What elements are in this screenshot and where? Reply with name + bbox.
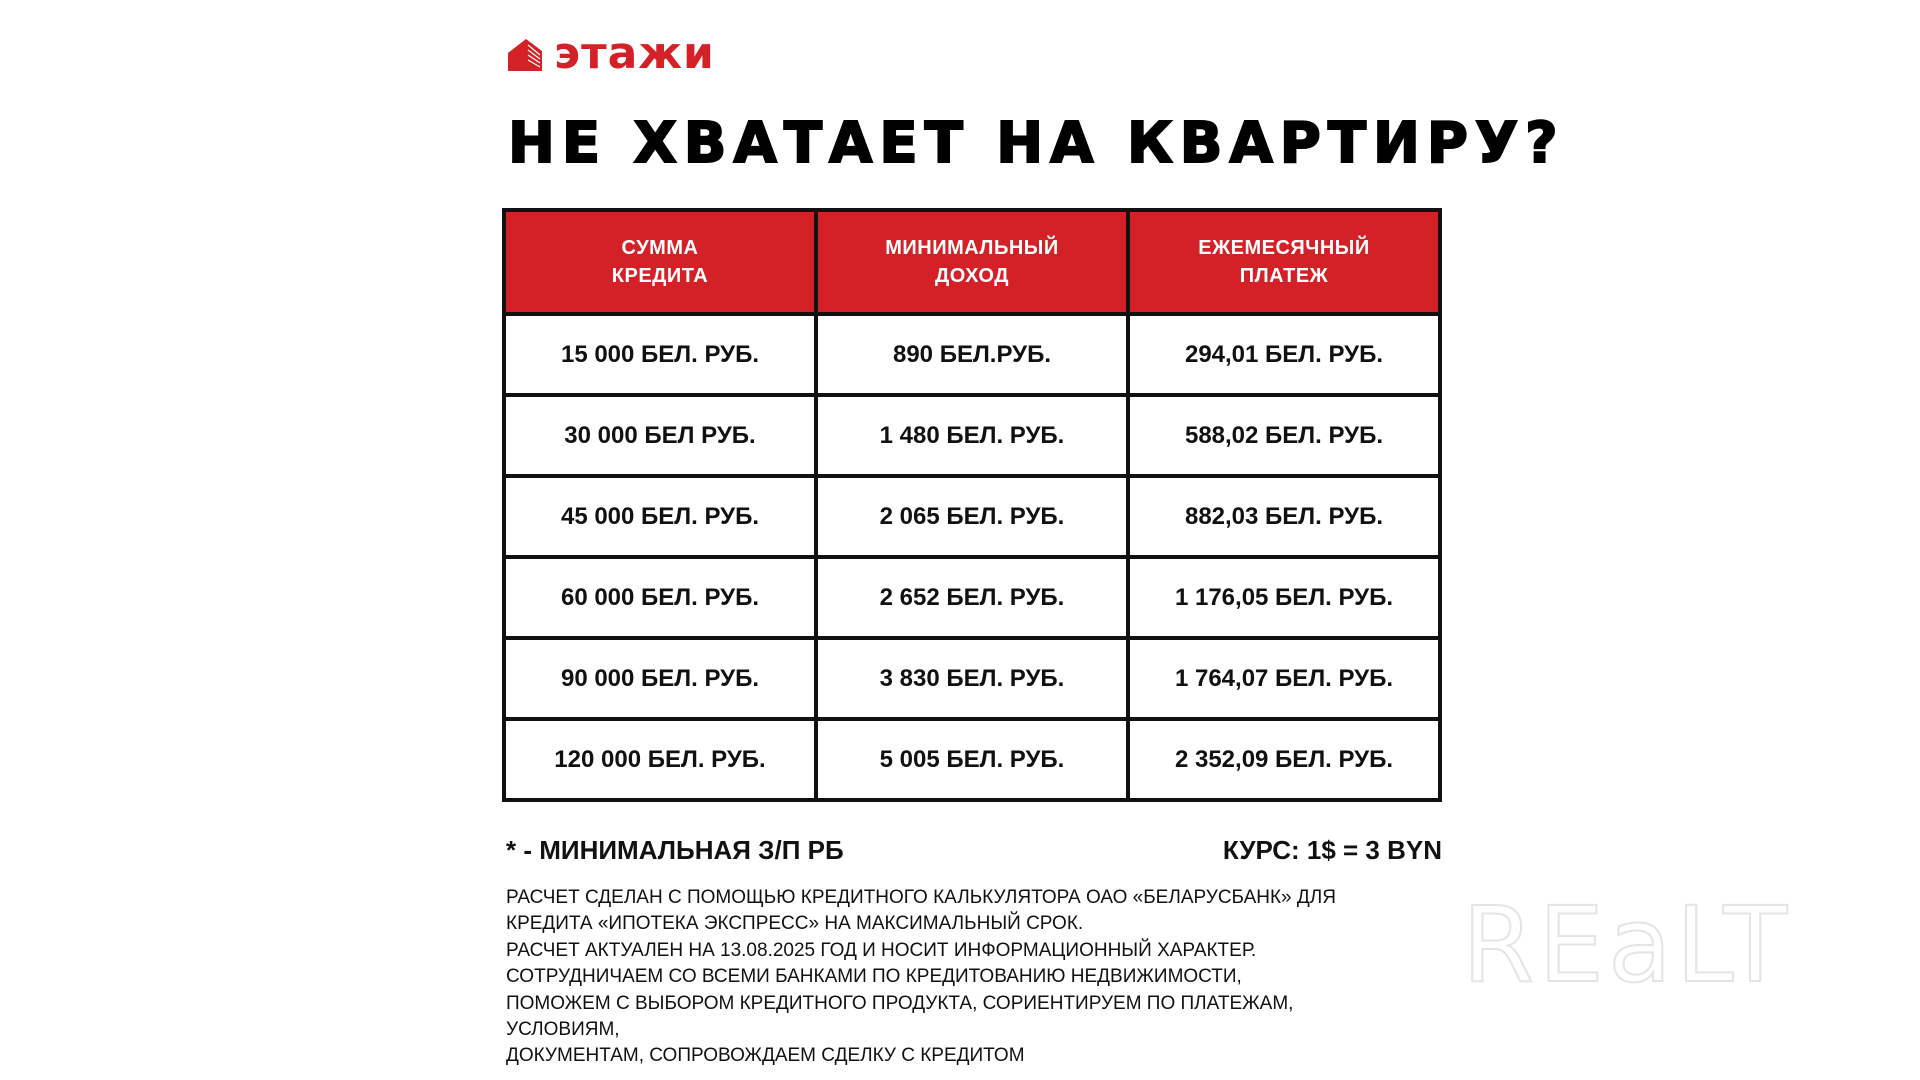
exchange-rate: КУРС: 1$ = 3 BYN	[1222, 835, 1442, 865]
cell-monthly-payment: 294,01 БЕЛ. РУБ.	[1126, 312, 1442, 397]
brand-logo: этажи	[506, 28, 715, 79]
cell-min-income: 5 005 БЕЛ. РУБ.	[814, 717, 1130, 802]
table-row: 30 000 БЕЛ РУБ. 1 480 БЕЛ. РУБ. 588,02 БЕЛ…	[502, 393, 1442, 478]
page-title: НЕ ХВАТАЕТ НА КВАРТИРУ?	[507, 110, 1565, 177]
cell-loan-amount: 90 000 БЕЛ. РУБ.	[502, 636, 818, 721]
cell-monthly-payment: 882,03 БЕЛ. РУБ.	[1126, 474, 1442, 559]
credit-table: СУММА КРЕДИТА МИНИМАЛЬНЫЙ ДОХОД ЕЖЕМЕСЯЧНЫ…	[502, 208, 1442, 802]
table-row: 90 000 БЕЛ. РУБ. 3 830 БЕЛ. РУБ. 1 764,07 …	[502, 636, 1442, 721]
header-text: ЕЖЕМЕСЯЧНЫЙ	[1198, 237, 1370, 259]
footnote: * - МИНИМАЛЬНАЯ З/П РБ	[506, 835, 844, 865]
cell-loan-amount: 120 000 БЕЛ. РУБ.	[502, 717, 818, 802]
brand-name: этажи	[554, 28, 715, 79]
disclaimer-line: СОТРУДНИЧАЕМ СО ВСЕМИ БАНКАМИ ПО КРЕДИТО…	[506, 966, 1242, 988]
cell-loan-amount: 15 000 БЕЛ. РУБ.	[502, 312, 818, 397]
cell-monthly-payment: 1 176,05 БЕЛ. РУБ.	[1126, 555, 1442, 640]
watermark-logo: REaLT	[1461, 884, 1791, 1006]
disclaimer: РАСЧЕТ СДЕЛАН С ПОМОЩЬЮ КРЕДИТНОГО КАЛЬК…	[506, 885, 1336, 1070]
building-icon	[508, 39, 542, 71]
cell-monthly-payment: 588,02 БЕЛ. РУБ.	[1126, 393, 1442, 478]
cell-min-income: 2 065 БЕЛ. РУБ.	[814, 474, 1130, 559]
header-monthly-payment: ЕЖЕМЕСЯЧНЫЙ ПЛАТЕЖ	[1126, 208, 1442, 316]
cell-monthly-payment: 2 352,09 БЕЛ. РУБ.	[1126, 717, 1442, 802]
header-text: МИНИМАЛЬНЫЙ	[885, 237, 1059, 259]
disclaimer-line: РАСЧЕТ СДЕЛАН С ПОМОЩЬЮ КРЕДИТНОГО КАЛЬК…	[506, 887, 1336, 908]
table-row: 60 000 БЕЛ. РУБ. 2 652 БЕЛ. РУБ. 1 176,05 …	[502, 555, 1442, 640]
header-text: КРЕДИТА	[611, 265, 709, 287]
header-loan-amount: СУММА КРЕДИТА	[502, 208, 818, 316]
disclaimer-line: УСЛОВИЯМ,	[506, 1019, 620, 1041]
cell-min-income: 3 830 БЕЛ. РУБ.	[814, 636, 1130, 721]
cell-min-income: 2 652 БЕЛ. РУБ.	[814, 555, 1130, 640]
disclaimer-line: РАСЧЕТ АКТУАЛЕН НА 13.08.2025 ГОД И НОСИ…	[506, 939, 1257, 961]
header-min-income: МИНИМАЛЬНЫЙ ДОХОД	[814, 208, 1130, 316]
disclaimer-line: КРЕДИТА «ИПОТЕКА ЭКСПРЕСС» НА МАКСИМАЛЬН…	[506, 913, 1084, 935]
cell-loan-amount: 45 000 БЕЛ. РУБ.	[502, 474, 818, 559]
disclaimer-line: ДОКУМЕНТАМ, СОПРОВОЖДАЕМ СДЕЛКУ С КРЕДИТ…	[506, 1045, 1025, 1067]
cell-loan-amount: 30 000 БЕЛ РУБ.	[502, 393, 818, 478]
table-header-row: СУММА КРЕДИТА МИНИМАЛЬНЫЙ ДОХОД ЕЖЕМЕСЯЧНЫ…	[502, 208, 1442, 316]
cell-monthly-payment: 1 764,07 БЕЛ. РУБ.	[1126, 636, 1442, 721]
table-row: 120 000 БЕЛ. РУБ. 5 005 БЕЛ. РУБ. 2 352,09…	[502, 717, 1442, 802]
cell-loan-amount: 60 000 БЕЛ. РУБ.	[502, 555, 818, 640]
cell-min-income: 1 480 БЕЛ. РУБ.	[814, 393, 1130, 478]
header-text: СУММА	[621, 237, 699, 259]
table-row: 45 000 БЕЛ. РУБ. 2 065 БЕЛ. РУБ. 882,03 БЕ…	[502, 474, 1442, 559]
disclaimer-line: ПОМОЖЕМ С ВЫБОРОМ КРЕДИТНОГО ПРОДУКТА, С…	[506, 992, 1294, 1014]
table-row: 15 000 БЕЛ. РУБ. 890 БЕЛ.РУБ. 294,01 БЕЛ. …	[502, 312, 1442, 397]
header-text: ДОХОД	[935, 265, 1009, 287]
header-text: ПЛАТЕЖ	[1239, 265, 1329, 287]
cell-min-income: 890 БЕЛ.РУБ.	[814, 312, 1130, 397]
